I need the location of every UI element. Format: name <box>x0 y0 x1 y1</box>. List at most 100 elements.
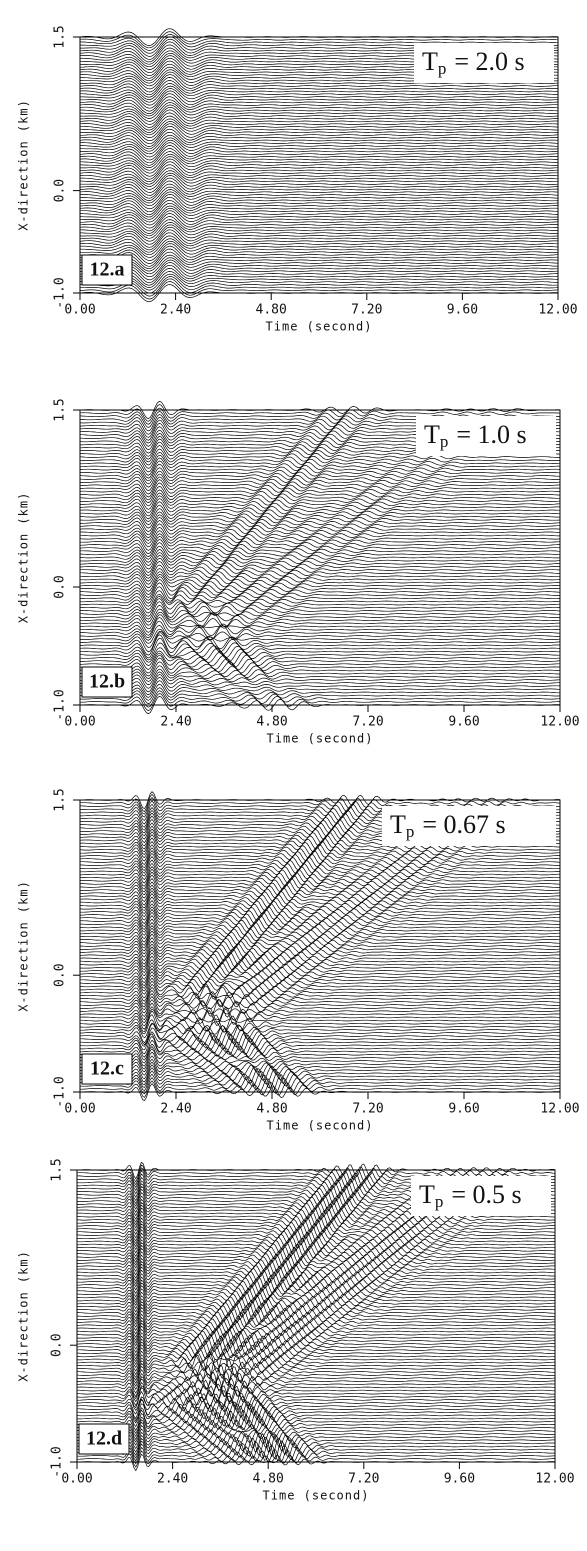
trace <box>77 1363 555 1381</box>
trace <box>77 1254 555 1272</box>
x-tick-label: 2.40 <box>160 715 191 730</box>
trace <box>80 106 558 125</box>
trace <box>80 180 558 199</box>
trace <box>80 683 560 701</box>
trace <box>77 1217 555 1235</box>
trace <box>80 1002 560 1021</box>
trace <box>80 661 560 680</box>
trace <box>80 517 560 536</box>
trace <box>80 90 558 109</box>
trace <box>80 542 560 560</box>
trace <box>80 967 560 986</box>
trace <box>80 404 560 422</box>
panel-label-box <box>81 1053 133 1085</box>
trace <box>77 1310 555 1328</box>
y-tick-label: 0.0 <box>53 179 68 202</box>
trace <box>77 1317 555 1335</box>
trace <box>80 1039 560 1058</box>
trace <box>77 1282 555 1301</box>
trace <box>77 1269 555 1288</box>
plot-frame <box>79 36 559 294</box>
trace <box>80 281 558 300</box>
trace <box>80 482 560 501</box>
trace <box>80 238 558 256</box>
x-tick-label: 12.00 <box>540 1102 579 1117</box>
y-axis-label: X-direction (km) <box>17 99 31 231</box>
trace <box>77 1260 555 1279</box>
trace <box>80 271 558 288</box>
y-tick-label: 0.0 <box>50 1333 65 1356</box>
trace <box>80 460 560 479</box>
x-tick-label: 9.60 <box>448 715 479 730</box>
trace <box>80 128 558 147</box>
y-axis-label: X-direction (km) <box>17 492 31 624</box>
plot-frame <box>76 1169 556 1463</box>
annotation-part: = 0.67 s <box>422 810 505 839</box>
trace <box>80 899 560 918</box>
trace <box>80 620 560 639</box>
trace <box>80 862 560 880</box>
trace <box>80 134 558 152</box>
traces <box>80 28 558 302</box>
trace <box>80 210 558 229</box>
trace <box>80 998 560 1018</box>
trace <box>80 1048 560 1067</box>
y-tick-label: -1.0 <box>53 277 68 308</box>
trace <box>77 1325 555 1344</box>
y-axis-label: X-direction (km) <box>17 1250 31 1382</box>
trace <box>77 1357 555 1376</box>
trace <box>80 224 558 242</box>
x-tick-label: 12.00 <box>538 303 577 318</box>
trace <box>80 189 558 207</box>
trace <box>77 1421 555 1441</box>
trace <box>80 604 560 623</box>
trace <box>77 1313 555 1332</box>
x-tick-label: 2.40 <box>160 1102 191 1117</box>
trace <box>80 611 560 630</box>
trace <box>77 1450 555 1468</box>
trace <box>80 202 558 220</box>
annotation-box <box>411 1176 551 1216</box>
x-tick-label: 0.00 <box>64 303 95 318</box>
trace <box>80 974 560 992</box>
annotation-part: T <box>390 810 406 839</box>
trace <box>77 1251 555 1269</box>
trace <box>80 590 560 607</box>
trace <box>80 467 560 485</box>
trace <box>80 557 560 577</box>
trace <box>77 1223 555 1242</box>
trace <box>80 104 558 122</box>
trace <box>80 151 558 168</box>
trace <box>80 222 558 239</box>
trace <box>80 893 560 911</box>
traces <box>77 1161 555 1472</box>
trace <box>77 1161 555 1180</box>
trace <box>80 995 560 1014</box>
trace <box>80 977 560 995</box>
trace <box>80 77 558 96</box>
trace <box>80 560 560 579</box>
trace <box>80 676 560 696</box>
trace <box>80 243 558 261</box>
trace <box>77 1335 555 1354</box>
y-tick-label: 1.5 <box>53 25 68 48</box>
trace <box>77 1295 555 1313</box>
panel-label: 12.d <box>86 1428 122 1450</box>
trace <box>80 257 558 275</box>
trace <box>77 1390 555 1409</box>
annotation-box <box>382 806 556 846</box>
trace <box>77 1416 555 1434</box>
x-tick-label: 4.80 <box>256 303 287 318</box>
trace <box>80 690 560 708</box>
trace <box>80 1061 560 1080</box>
panel-label: 12.c <box>90 1058 124 1080</box>
x-axis-label: Time (second) <box>266 320 373 334</box>
annotation: Tp = 1.0 s <box>424 420 527 451</box>
trace <box>77 1236 555 1254</box>
trace <box>80 235 558 253</box>
plot-frame <box>79 409 561 706</box>
trace <box>80 989 560 1008</box>
trace <box>80 632 560 653</box>
trace <box>80 1080 560 1098</box>
trace <box>77 1322 555 1341</box>
